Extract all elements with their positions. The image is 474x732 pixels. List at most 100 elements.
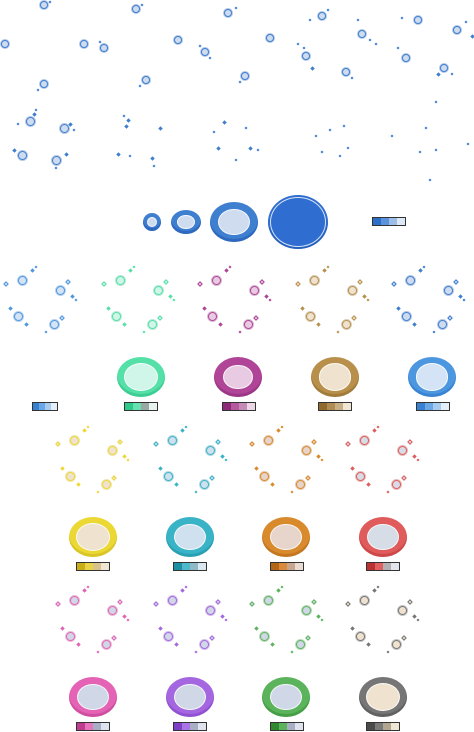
- spark-particle: [172, 298, 176, 302]
- bubble-particle: [402, 54, 410, 62]
- spark-particle: [48, 0, 52, 4]
- bubble-particle: [142, 76, 150, 84]
- spark-particle: [224, 618, 228, 622]
- bubble-particle: [391, 479, 401, 489]
- spark-particle: [152, 164, 156, 168]
- bubble-particle: [358, 30, 366, 38]
- spark-particle: [424, 126, 428, 130]
- spark-particle: [417, 267, 423, 273]
- spark-particle: [407, 599, 413, 605]
- spark-particle: [153, 601, 159, 607]
- bubble-particle: [263, 435, 273, 445]
- spark-particle: [96, 490, 100, 494]
- bubble-particle: [397, 605, 407, 615]
- spark-particle: [238, 80, 242, 84]
- orb-sprite: [69, 677, 117, 717]
- bubble-particle: [167, 595, 177, 605]
- spark-particle: [376, 585, 380, 589]
- spark-particle: [351, 315, 357, 321]
- spark-particle: [374, 42, 378, 46]
- spark-particle: [59, 315, 65, 321]
- spark-particle: [126, 618, 130, 622]
- bubble-particle: [101, 639, 111, 649]
- spark-particle: [75, 641, 81, 647]
- spark-particle: [86, 585, 90, 589]
- bubble-particle: [305, 311, 315, 321]
- spark-particle: [259, 279, 265, 285]
- bubble-particle: [259, 631, 269, 641]
- spark-particle: [3, 281, 9, 287]
- spark-particle: [217, 321, 223, 327]
- bubble-particle: [440, 64, 448, 72]
- bubble-particle: [301, 445, 311, 455]
- spark-particle: [184, 425, 188, 429]
- bubble-particle: [13, 311, 23, 321]
- spark-particle: [36, 88, 40, 92]
- spark-particle: [326, 8, 330, 12]
- spark-particle: [411, 453, 417, 459]
- spark-particle: [432, 330, 436, 334]
- spark-particle: [305, 635, 311, 641]
- spark-particle: [295, 281, 301, 287]
- spark-particle: [280, 425, 284, 429]
- spark-particle: [435, 71, 441, 77]
- spark-particle: [434, 148, 438, 152]
- bubble-particle: [342, 68, 350, 76]
- spark-particle: [308, 18, 312, 22]
- spark-particle: [123, 123, 129, 129]
- spark-particle: [416, 618, 420, 622]
- spark-particle: [11, 147, 17, 153]
- spark-particle: [132, 265, 136, 269]
- spark-particle: [315, 321, 321, 327]
- orb-sprite: [268, 195, 328, 249]
- spark-particle: [125, 117, 131, 123]
- spark-particle: [311, 439, 317, 445]
- spark-particle: [69, 293, 75, 299]
- spark-particle: [7, 305, 13, 311]
- spark-particle: [253, 625, 259, 631]
- spark-particle: [453, 279, 459, 285]
- bubble-particle: [205, 445, 215, 455]
- spark-particle: [138, 84, 142, 88]
- spark-particle: [153, 441, 159, 447]
- spark-particle: [219, 613, 225, 619]
- spark-particle: [184, 585, 188, 589]
- orb-sprite: [214, 357, 262, 397]
- spark-particle: [59, 625, 65, 631]
- orb-sprite: [359, 677, 407, 717]
- spark-particle: [215, 145, 221, 151]
- orb-sprite: [210, 202, 258, 242]
- bubble-particle: [17, 150, 27, 160]
- spark-particle: [302, 46, 306, 50]
- spark-particle: [342, 124, 346, 128]
- spark-particle: [219, 453, 225, 459]
- orb-sprite: [166, 517, 214, 557]
- spark-particle: [224, 458, 228, 462]
- spark-particle: [86, 425, 90, 429]
- bubble-particle: [341, 319, 351, 329]
- spark-particle: [311, 599, 317, 605]
- bubble-particle: [201, 48, 209, 56]
- orb-sprite: [262, 517, 310, 557]
- bubble-particle: [163, 631, 173, 641]
- bubble-particle: [69, 435, 79, 445]
- spark-particle: [44, 330, 48, 334]
- spark-particle: [269, 481, 275, 487]
- spark-particle: [345, 441, 351, 447]
- spark-particle: [346, 146, 350, 150]
- orb-sprite: [171, 210, 201, 234]
- spark-particle: [74, 298, 78, 302]
- spark-particle: [117, 439, 123, 445]
- spark-particle: [365, 481, 371, 487]
- bubble-particle: [111, 311, 121, 321]
- spark-particle: [356, 18, 360, 22]
- bubble-particle: [132, 5, 140, 13]
- spark-particle: [101, 281, 107, 287]
- bubble-particle: [295, 479, 305, 489]
- spark-particle: [256, 148, 260, 152]
- spark-particle: [198, 44, 202, 48]
- bubble-particle: [443, 285, 453, 295]
- bubble-particle: [295, 639, 305, 649]
- spark-particle: [336, 330, 340, 334]
- spark-particle: [163, 279, 169, 285]
